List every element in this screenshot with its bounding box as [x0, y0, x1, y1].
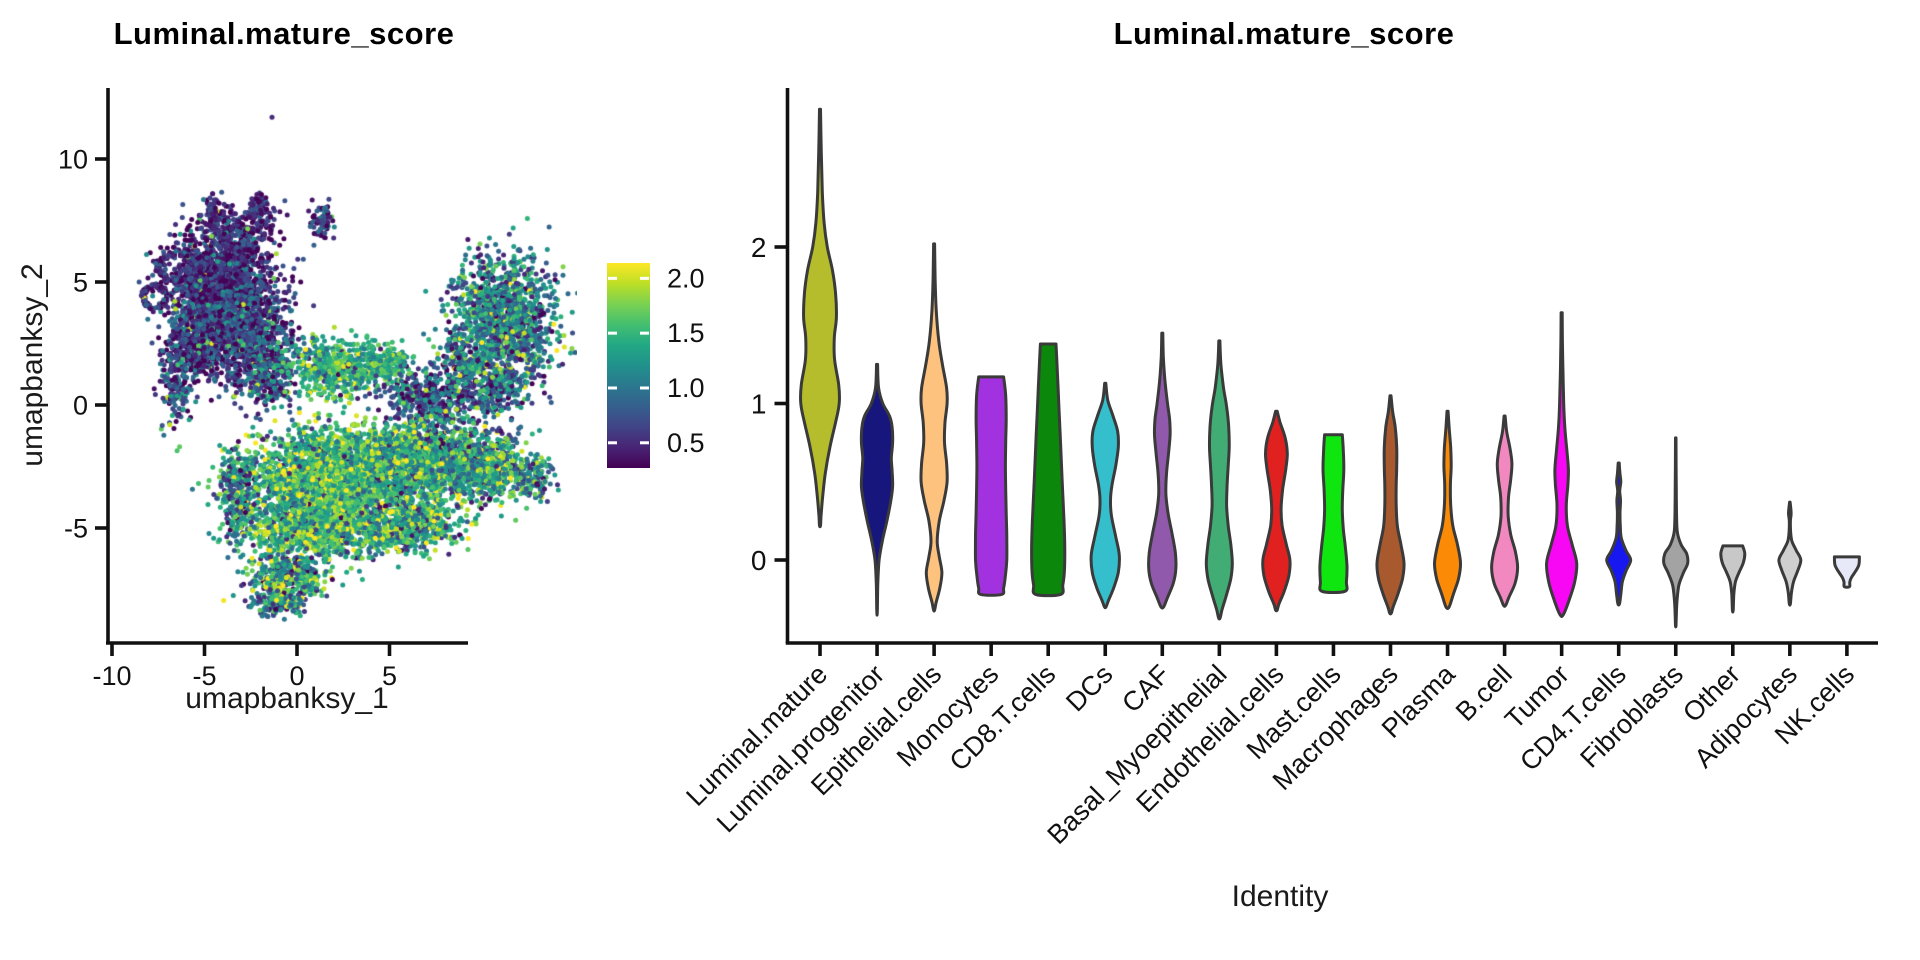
violin-cd4-t-cells	[1605, 461, 1633, 607]
violin-luminal-mature	[798, 107, 842, 529]
viridis-colorbar	[607, 263, 650, 468]
colorbar-tick-label: 1.0	[667, 373, 705, 403]
left-plot-title: Luminal.mature_score	[113, 16, 455, 51]
colorbar-tick-label: 1.5	[667, 318, 705, 348]
left-plot-x-tick-label: -10	[92, 661, 131, 691]
violin-tumor	[1544, 311, 1579, 619]
category-tick-label: DCs	[1060, 659, 1118, 717]
violin-monocytes	[973, 375, 1009, 597]
violin-dcs	[1089, 381, 1121, 610]
violin-plasma	[1432, 409, 1463, 610]
violin-luminal-progenitor	[859, 362, 895, 617]
violin-basal-myoepithelial	[1204, 339, 1234, 621]
violin-fibroblasts	[1662, 436, 1690, 629]
colorbar-tick-label: 0.5	[667, 428, 705, 458]
left-plot-x-tick-label: 0	[289, 661, 304, 691]
left-plot-xlabel: umapbanksy_1	[185, 682, 389, 715]
violin-caf	[1147, 331, 1178, 610]
violin-macrophages	[1375, 394, 1406, 616]
violin-other	[1719, 544, 1747, 614]
violin-cd8-t-cells	[1030, 342, 1067, 598]
right-plot-y-tick-label: 2	[751, 232, 767, 263]
right-plot-title: Luminal.mature_score	[1113, 16, 1455, 51]
left-plot-x-tick-label: 5	[382, 661, 397, 691]
violin-mast-cells	[1318, 433, 1349, 594]
left-plot-y-tick-label: 5	[73, 268, 88, 298]
umap-scatter-plot	[107, 85, 577, 647]
left-plot-y-tick-label: 10	[58, 145, 88, 175]
violin-nk-cells	[1832, 555, 1861, 589]
violin-epithelial-cells	[919, 242, 949, 613]
left-plot-y-tick-label: 0	[73, 391, 88, 421]
left-plot-y-tick-label: -5	[64, 514, 88, 544]
violin-adipocytes	[1777, 500, 1803, 607]
colorbar-tick-label: 2.0	[667, 263, 705, 293]
left-plot-x-tick-label: -5	[192, 661, 216, 691]
right-plot-y-tick-label: 0	[751, 545, 767, 576]
right-plot-y-tick-label: 1	[751, 389, 767, 420]
right-plot-xlabel: Identity	[1231, 880, 1329, 913]
violin-b-cell	[1490, 414, 1520, 608]
violin-endothelial-cells	[1261, 409, 1292, 613]
